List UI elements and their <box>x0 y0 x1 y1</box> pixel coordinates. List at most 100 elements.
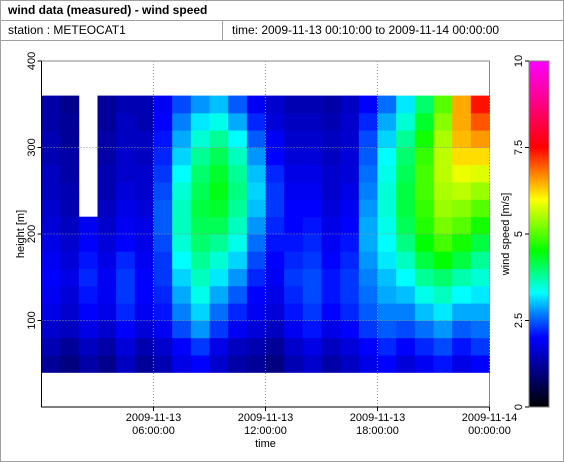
heat-cell <box>246 355 266 373</box>
heat-cell <box>358 182 378 200</box>
heat-cell <box>78 320 98 339</box>
heat-cell <box>433 268 453 287</box>
y-tick-label: 400 <box>26 52 38 70</box>
heat-cell <box>321 216 341 235</box>
heat-cell <box>265 199 285 218</box>
colorbar-tick-label: 5 <box>513 231 525 237</box>
heat-cell <box>246 147 266 166</box>
heat-cell <box>358 337 378 356</box>
heat-cell <box>172 182 192 200</box>
x-tick-label: 2009-11-13 12:00:00 <box>237 412 294 437</box>
heat-cell <box>172 303 192 321</box>
heat-cell <box>414 355 434 373</box>
heat-cell <box>153 199 173 218</box>
heat-cell <box>41 182 61 200</box>
heat-cell <box>396 199 416 218</box>
heat-cell <box>433 112 453 131</box>
heat-cell <box>340 320 360 339</box>
heat-cell <box>209 355 229 373</box>
heat-cell <box>265 303 285 321</box>
heat-cell <box>41 164 61 183</box>
heat-cell <box>153 234 173 252</box>
heat-cell <box>414 234 434 252</box>
heat-cell <box>134 130 154 148</box>
heat-cell <box>78 285 98 304</box>
heat-cell <box>414 251 434 269</box>
heat-cell <box>265 251 285 269</box>
heat-cell <box>228 355 248 373</box>
heat-cell <box>433 285 453 304</box>
heat-cell <box>246 268 266 287</box>
station: station : METEOCAT1 <box>1 21 223 40</box>
x-tick-label: 2009-11-13 18:00:00 <box>349 412 406 437</box>
heat-cell <box>414 199 434 218</box>
heat-cell <box>377 355 397 373</box>
heat-cell <box>284 216 304 235</box>
heat-cell <box>209 268 229 287</box>
heat-cell <box>358 251 378 269</box>
y-tick-label: 300 <box>26 138 38 156</box>
heat-cell <box>302 147 322 166</box>
heat-cell <box>414 112 434 131</box>
heat-cell <box>340 147 360 166</box>
heat-cell <box>470 337 490 356</box>
heat-cell <box>433 130 453 148</box>
heat-cell <box>358 268 378 287</box>
heat-cell <box>302 112 322 131</box>
heat-cell <box>284 112 304 131</box>
title-bar: wind data (measured) - wind speed <box>1 1 563 21</box>
heat-cell <box>414 130 434 148</box>
heat-cell <box>396 320 416 339</box>
heat-cell <box>414 320 434 339</box>
heat-cell <box>470 355 490 373</box>
heat-cell <box>433 164 453 183</box>
heat-cell <box>265 164 285 183</box>
heat-cell <box>60 268 80 287</box>
heat-cell <box>41 355 61 373</box>
heat-cell <box>321 234 341 252</box>
heat-cell <box>377 112 397 131</box>
heat-cell <box>228 303 248 321</box>
heat-cell <box>97 216 117 235</box>
heat-cell <box>134 268 154 287</box>
heat-cell <box>134 199 154 218</box>
heat-cell <box>433 199 453 218</box>
heat-cell <box>153 130 173 148</box>
heat-cell <box>302 164 322 183</box>
heat-cell <box>284 337 304 356</box>
heat-cell <box>116 147 136 166</box>
heat-cell <box>377 320 397 339</box>
heat-cell <box>190 95 210 114</box>
heat-cell <box>172 164 192 183</box>
heat-cell <box>470 147 490 166</box>
heat-cell <box>209 251 229 269</box>
heat-cell <box>209 320 229 339</box>
y-tick-label: 200 <box>26 225 38 243</box>
heat-cell <box>97 320 117 339</box>
heat-cell <box>97 337 117 356</box>
heat-cell <box>452 182 472 200</box>
heat-cell <box>134 164 154 183</box>
heat-cell <box>190 355 210 373</box>
heat-cell <box>302 285 322 304</box>
heat-cell <box>153 95 173 114</box>
heat-cell <box>116 182 136 200</box>
heat-cell <box>228 337 248 356</box>
x-axis-label: time <box>255 438 276 450</box>
heat-cell <box>414 268 434 287</box>
heat-cell <box>377 337 397 356</box>
heat-cell <box>396 112 416 131</box>
heat-cell <box>340 216 360 235</box>
heat-cell <box>470 164 490 183</box>
heat-cell <box>340 130 360 148</box>
heat-cell <box>433 147 453 166</box>
heat-cell <box>228 320 248 339</box>
heat-cell <box>60 303 80 321</box>
heat-cell <box>265 216 285 235</box>
heat-cell <box>97 251 117 269</box>
time-range: time: 2009-11-13 00:10:00 to 2009-11-14 … <box>232 23 500 37</box>
heat-cell <box>340 303 360 321</box>
heat-cell <box>414 285 434 304</box>
colorbar <box>528 60 550 408</box>
